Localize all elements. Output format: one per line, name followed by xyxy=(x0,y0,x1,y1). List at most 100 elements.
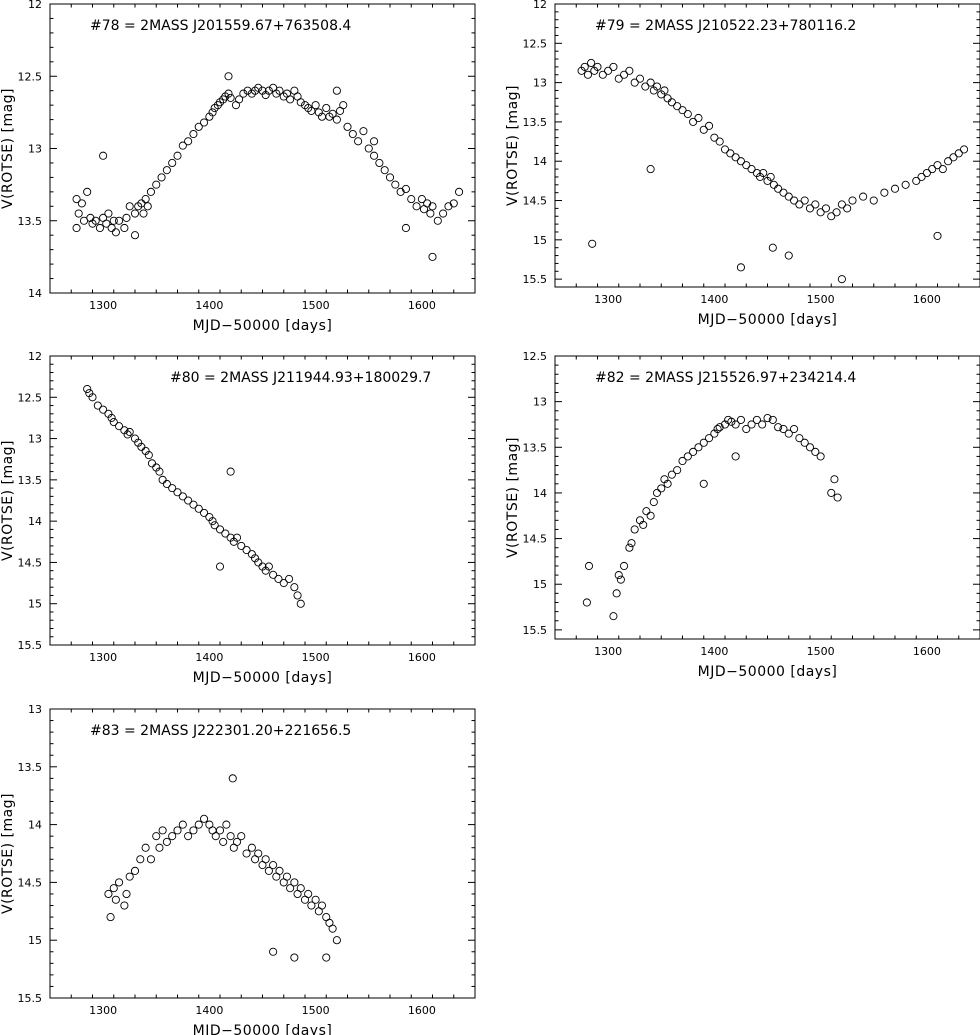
data-point xyxy=(130,231,140,240)
x-axis-label: MJD−50000 [days] xyxy=(193,1023,333,1035)
y-tick-label: 13.5 xyxy=(523,441,548,454)
data-point xyxy=(779,188,788,197)
chart-panel-3: 1300 1400 1500 1600 12 12.5 13 13.5 14 14.5 15 15.5… xyxy=(0,350,476,686)
y-tick-label: 14 xyxy=(28,515,42,528)
data-point xyxy=(328,924,337,933)
y-tick-label: 15 xyxy=(28,598,42,611)
data-point xyxy=(784,429,793,438)
data-point xyxy=(667,470,676,479)
data-point xyxy=(296,884,305,893)
data-point xyxy=(224,72,233,81)
data-point xyxy=(417,195,426,204)
data-point xyxy=(328,109,337,118)
data-point xyxy=(152,180,161,189)
y-tick-label: 13.5 xyxy=(18,761,43,774)
data-point xyxy=(830,475,839,484)
data-point xyxy=(155,843,164,852)
data-point xyxy=(609,612,618,621)
data-point xyxy=(120,901,129,910)
data-point xyxy=(678,106,687,115)
data-point xyxy=(391,180,400,189)
data-point xyxy=(639,520,648,529)
x-tick-label: 1300 xyxy=(594,645,622,658)
data-point xyxy=(657,484,666,493)
data-point xyxy=(228,774,237,783)
x-tick-label: 1400 xyxy=(195,299,223,312)
data-point xyxy=(694,443,703,452)
data-point xyxy=(922,168,931,178)
data-point xyxy=(83,384,92,394)
data-point xyxy=(938,165,947,174)
data-point xyxy=(667,98,676,107)
y-axis-label: V(ROTSE) [mag] xyxy=(0,440,16,561)
data-point xyxy=(152,832,161,841)
y-tick-label: 14.5 xyxy=(18,876,43,889)
data-point xyxy=(784,192,793,201)
data-point xyxy=(343,122,352,131)
x-tick-label: 1600 xyxy=(913,645,941,658)
data-point xyxy=(104,209,113,218)
data-point xyxy=(144,451,153,460)
data-point xyxy=(307,106,316,115)
data-point xyxy=(580,62,589,71)
data-point xyxy=(282,872,291,881)
x-axis-label: MJD−50000 [days] xyxy=(698,664,838,680)
data-point xyxy=(627,539,636,548)
y-tick-label: 14.5 xyxy=(18,556,43,569)
y-tick-label: 15 xyxy=(533,578,547,591)
data-point xyxy=(694,113,703,123)
data-point xyxy=(428,252,437,261)
data-point xyxy=(215,525,225,534)
data-point xyxy=(370,151,379,160)
data-point xyxy=(901,180,910,189)
data-point xyxy=(226,467,235,476)
data-point xyxy=(178,141,187,150)
data-point xyxy=(375,158,384,167)
y-tick-label: 12 xyxy=(533,0,547,11)
data-point xyxy=(332,86,341,95)
data-point xyxy=(720,145,730,154)
x-tick-label: 1400 xyxy=(195,1004,223,1017)
data-point xyxy=(933,161,942,170)
data-point xyxy=(107,223,116,233)
data-point xyxy=(449,199,458,208)
data-point xyxy=(587,58,596,68)
data-point xyxy=(125,872,134,881)
data-point xyxy=(837,275,846,284)
data-point xyxy=(370,137,379,146)
data-point xyxy=(224,89,233,98)
data-point xyxy=(660,86,669,95)
data-point xyxy=(642,507,651,516)
data-point xyxy=(380,166,389,175)
data-point xyxy=(111,228,120,237)
data-point xyxy=(275,86,284,95)
data-point xyxy=(111,895,120,904)
data-point xyxy=(269,947,278,956)
data-point xyxy=(763,414,772,423)
x-axis-label: MJD−50000 [days] xyxy=(698,312,838,328)
data-point xyxy=(731,420,740,429)
data-point xyxy=(107,413,116,422)
x-tick-label: 1300 xyxy=(89,1004,117,1017)
data-point xyxy=(774,423,783,432)
data-point xyxy=(254,558,263,567)
data-point xyxy=(137,442,146,451)
data-point xyxy=(827,212,836,221)
data-point xyxy=(593,62,602,71)
data-point xyxy=(274,574,283,583)
data-point xyxy=(141,843,150,852)
data-point xyxy=(359,127,368,136)
data-point xyxy=(795,200,804,209)
data-point xyxy=(168,158,177,167)
data-point xyxy=(242,545,251,555)
data-point xyxy=(184,137,193,146)
data-point xyxy=(646,511,655,520)
data-point xyxy=(102,219,111,228)
chart-panel-2: 1300 1400 1500 1600 12 12.5 13 13.5 14 14.5 15 15.5… xyxy=(505,0,980,328)
data-point xyxy=(742,161,751,170)
data-point xyxy=(123,430,132,439)
y-tick-label: 15.5 xyxy=(18,639,43,652)
data-point xyxy=(790,196,799,205)
y-tick-label: 12 xyxy=(28,0,42,11)
